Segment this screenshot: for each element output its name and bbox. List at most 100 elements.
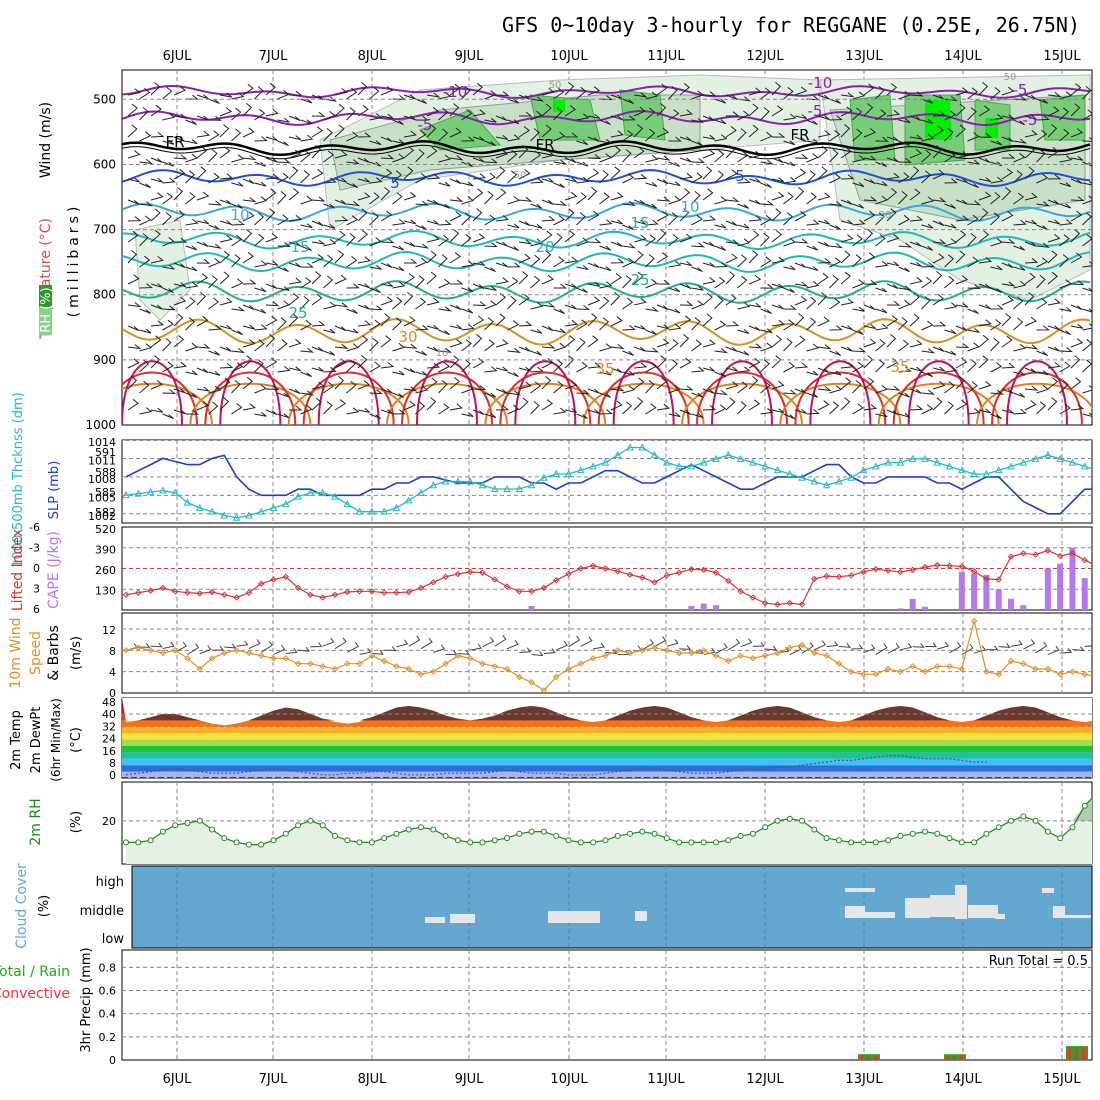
wind-barb [242,178,255,185]
rh2m-marker [713,839,719,846]
wind-barb [863,377,875,390]
wind10-barb [998,643,1011,648]
wind-barb [495,188,507,201]
wind-barb [875,109,887,121]
wind-barb [610,130,624,138]
wind-barb [909,115,922,122]
surface-heat-arc [696,371,788,425]
wind-barb [633,346,646,352]
lifted-index-marker [122,591,130,598]
wind-barb [645,347,660,353]
lifted-index-marker [159,584,167,592]
wind10-barb [433,644,446,653]
wind10-marker [135,644,142,651]
cloud-block [425,917,445,923]
wind-barb [944,238,958,247]
wind-barb [587,86,601,96]
wind-barb [127,124,138,138]
wind10-barb [973,645,986,654]
rh2m-panel [122,790,1100,864]
label-wind10-2: Speed [28,631,44,675]
wind-barb [242,211,255,222]
cloud-block [968,905,998,918]
wind10-barb [789,645,802,656]
surface-heat-arc [514,360,577,425]
wind-barb [288,262,301,268]
wind-barb [817,386,832,392]
wind-barb [415,149,425,163]
rh2m-marker [540,828,547,835]
wind-barb [311,111,326,117]
rh2m-marker [1095,790,1100,795]
wind-barb [472,208,483,222]
wind-barb [610,219,623,225]
wind-barb [898,266,910,273]
wind-barb [438,362,451,373]
wind-barb [311,196,326,202]
lifted-index-marker [368,588,376,595]
rh2m-marker [983,830,990,837]
lifted-index-marker [700,566,707,574]
wind-barb [484,90,497,100]
wind-barb [990,87,1001,100]
rh2m-marker [491,837,498,844]
wind-barb [311,346,324,352]
wind-barb [265,233,279,243]
thickness-marker [601,458,610,466]
wind-barb [484,214,496,226]
wind-barb [219,250,230,264]
wind-barb [725,239,740,245]
wind-barb [1070,210,1083,222]
wind-barb [1013,343,1027,352]
thickness-marker [441,477,450,485]
wind-barb [127,150,141,159]
wind-barb [944,254,955,268]
wind-barb [311,239,326,245]
wind-barb [127,199,140,205]
wind-barb [484,366,498,373]
surface-heat-arc [302,371,395,425]
wind-barb [898,90,911,100]
wind-barb [748,343,763,349]
wind-barb [231,220,245,226]
wind10-barb [470,643,483,651]
wind-barb [553,215,566,226]
wind-barb [530,329,543,334]
wind-barb [1059,107,1070,121]
wind-barb [288,241,301,247]
surface-heat-arc [204,371,297,425]
wind-barb [426,324,439,330]
wind-barb [967,359,977,373]
wind-barb [507,149,518,163]
wind-barb [771,256,786,264]
wind-barb [1070,280,1085,286]
cape-bar [1008,598,1014,610]
wind-barb [173,313,184,327]
x-axis-bottom-labels: 6JUL 7JUL 8JUL 9JUL 10JUL 11JUL 12JUL 13JUL 14JU… [163,1072,1082,1087]
wind-barb [564,177,578,183]
wind-barb [288,293,300,306]
wind-barb [1024,272,1036,285]
day-label-bottom: 15JUL [1043,1072,1081,1087]
wind-barb [1013,219,1027,226]
thickness-marker [798,473,806,481]
lifted-index-marker [1081,556,1088,564]
wind-barb [737,178,751,184]
wind10-marker [761,652,769,659]
wind-barb [783,304,797,310]
label-rh-box: RH (%) [39,285,54,335]
wind-barb [426,199,439,205]
wind10-barb [273,645,286,655]
contour-label: 35 [890,358,909,376]
wind-barb [553,87,565,100]
wind-barb [714,371,726,378]
wind-barb [599,370,612,376]
thickness-marker [195,503,204,511]
wind-barb [622,115,636,121]
wind-barb [1082,86,1092,100]
wind-barb [806,170,816,184]
wind-barb [771,304,784,310]
rh2m-marker [700,839,707,846]
wind-barb [794,335,806,348]
wind-barb [806,343,820,352]
